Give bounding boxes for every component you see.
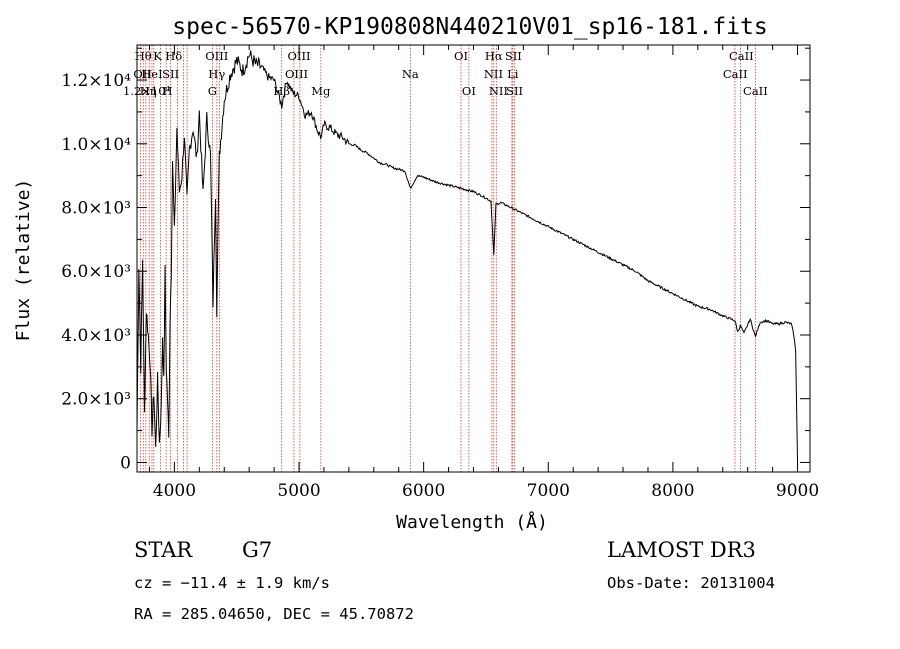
line-label: OI bbox=[462, 84, 476, 98]
line-label: K bbox=[153, 49, 162, 63]
spectrum-line bbox=[136, 50, 799, 463]
line-label: CaII bbox=[729, 49, 754, 63]
line-label: SII bbox=[505, 49, 522, 63]
y-tick-label: 2.0×10³ bbox=[61, 390, 131, 410]
y-tick-label: 0 bbox=[120, 453, 131, 473]
redshift-text: cz = −11.4 ± 1.9 km/s bbox=[134, 574, 330, 592]
obs-date: Obs-Date: 20131004 bbox=[607, 574, 775, 592]
line-label: OI bbox=[454, 49, 468, 63]
emission-line-markers bbox=[139, 45, 756, 472]
y-tick-label: 4.0×10³ bbox=[61, 326, 131, 346]
chart-title: spec-56570-KP190808N440210V01_sp16-181.f… bbox=[172, 14, 767, 40]
line-label: Na bbox=[402, 67, 419, 81]
line-label: NII bbox=[484, 67, 503, 81]
overlay-label: 1.2×10⁴ bbox=[123, 84, 171, 98]
x-tick-label: 8000 bbox=[651, 481, 694, 501]
x-tick-label: 9000 bbox=[776, 481, 819, 501]
line-label: H bbox=[163, 84, 173, 98]
line-label: SII bbox=[162, 67, 179, 81]
line-label: CaII bbox=[723, 67, 748, 81]
line-label: SII bbox=[506, 84, 523, 98]
line-label: OII bbox=[133, 67, 152, 81]
y-tick-label: 6.0×10³ bbox=[61, 262, 131, 282]
y-tick-label: 1.0×10⁴ bbox=[61, 135, 131, 155]
object-subclass: G7 bbox=[242, 538, 272, 562]
plot-frame bbox=[136, 44, 811, 473]
line-label: Hβ bbox=[273, 84, 290, 98]
line-label: OIII bbox=[205, 49, 228, 63]
line-label: G bbox=[208, 84, 217, 98]
x-axis-label: Wavelength (Å) bbox=[396, 511, 548, 533]
line-label: Hα bbox=[485, 49, 503, 63]
line-label: Hη bbox=[140, 84, 157, 98]
line-label: NII bbox=[489, 84, 508, 98]
line-label: Mg bbox=[311, 84, 331, 98]
object-type: STAR bbox=[134, 538, 193, 562]
line-label: Hγ bbox=[208, 67, 225, 81]
line-label: HeI bbox=[141, 67, 162, 81]
line-label: Hθ bbox=[135, 49, 152, 63]
line-label: Li bbox=[507, 67, 519, 81]
line-label: Hδ bbox=[165, 49, 182, 63]
y-axis-label: Flux (relative) bbox=[13, 179, 34, 342]
y-axis-ticks: 0 2.0×10³ 4.0×10³ 6.0×10³ 8.0×10³ 1.0×10⁴ 1.2×… bbox=[61, 47, 810, 473]
y-tick-label: 1.2×10⁴ bbox=[61, 71, 131, 91]
line-label: OIII bbox=[287, 49, 310, 63]
x-tick-label: 5000 bbox=[277, 481, 320, 501]
x-tick-label: 4000 bbox=[153, 481, 196, 501]
x-tick-label: 7000 bbox=[527, 481, 570, 501]
x-tick-label: 6000 bbox=[402, 481, 445, 501]
y-tick-label: 8.0×10³ bbox=[61, 199, 131, 219]
line-label: OIII bbox=[285, 67, 308, 81]
coordinates-text: RA = 285.04650, DEC = 45.70872 bbox=[134, 605, 414, 623]
line-label: CaII bbox=[743, 84, 768, 98]
x-axis-ticks: 4000 5000 6000 7000 8000 9000 bbox=[148, 45, 819, 501]
survey-name: LAMOST DR3 bbox=[607, 538, 756, 562]
